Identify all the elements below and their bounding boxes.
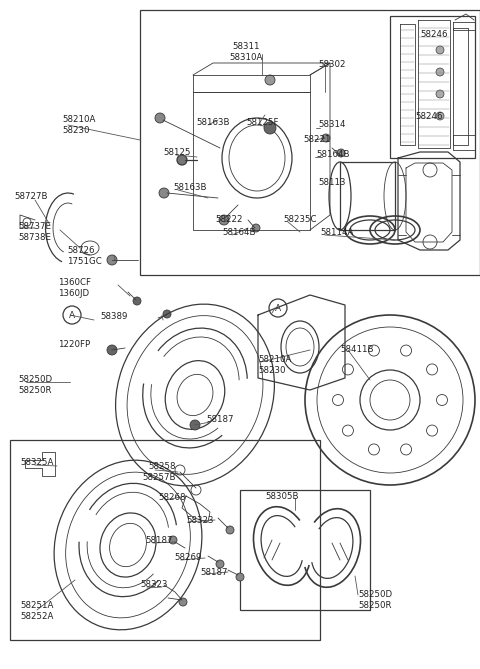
- Bar: [140, 10, 480, 275]
- Circle shape: [216, 560, 224, 568]
- Circle shape: [322, 134, 330, 142]
- Text: 58310A: 58310A: [229, 53, 263, 62]
- Circle shape: [177, 155, 187, 165]
- Circle shape: [179, 598, 187, 606]
- Circle shape: [436, 46, 444, 54]
- Text: 58323: 58323: [140, 580, 168, 589]
- Circle shape: [107, 345, 117, 355]
- Text: 58737E: 58737E: [18, 222, 51, 231]
- Text: 58252A: 58252A: [20, 612, 53, 621]
- Text: A: A: [275, 304, 281, 312]
- Text: 58389: 58389: [100, 312, 127, 321]
- Text: 58250R: 58250R: [358, 601, 392, 610]
- Circle shape: [252, 224, 260, 232]
- Circle shape: [190, 420, 200, 430]
- Text: 58314: 58314: [318, 120, 346, 129]
- Text: 58163B: 58163B: [173, 183, 206, 192]
- Text: 58411B: 58411B: [340, 345, 373, 354]
- Text: 58164B: 58164B: [222, 228, 255, 237]
- Text: 58187: 58187: [206, 415, 233, 424]
- Text: 58311: 58311: [232, 42, 260, 51]
- Circle shape: [236, 573, 244, 581]
- Text: 58163B: 58163B: [196, 118, 229, 127]
- Text: 58726: 58726: [67, 246, 95, 255]
- Text: 58323: 58323: [186, 516, 214, 525]
- Circle shape: [436, 90, 444, 98]
- Text: 58187: 58187: [200, 568, 228, 577]
- Text: 58325A: 58325A: [20, 458, 53, 467]
- Text: 58113: 58113: [318, 178, 346, 187]
- Text: 58235C: 58235C: [283, 215, 316, 224]
- Text: 58250D: 58250D: [18, 375, 52, 384]
- Circle shape: [155, 113, 165, 123]
- Circle shape: [219, 215, 229, 225]
- Circle shape: [337, 149, 345, 157]
- Text: 58268: 58268: [158, 493, 185, 502]
- Circle shape: [159, 188, 169, 198]
- Text: 58125: 58125: [163, 148, 191, 157]
- Text: 58250R: 58250R: [18, 386, 51, 395]
- Text: 58738E: 58738E: [18, 233, 51, 242]
- Text: 58210A: 58210A: [62, 115, 96, 124]
- Bar: [240, 490, 370, 610]
- Text: 1751GC: 1751GC: [67, 257, 102, 266]
- Text: 58125F: 58125F: [246, 118, 278, 127]
- Circle shape: [264, 122, 276, 134]
- Text: 58250D: 58250D: [358, 590, 392, 599]
- Circle shape: [169, 536, 177, 544]
- Bar: [10, 440, 320, 640]
- Bar: [390, 16, 475, 158]
- Text: 58221: 58221: [303, 135, 331, 144]
- Text: 58230: 58230: [62, 126, 89, 135]
- Text: 58269: 58269: [174, 553, 202, 562]
- Circle shape: [226, 526, 234, 534]
- Circle shape: [163, 310, 171, 318]
- Text: 58251A: 58251A: [20, 601, 53, 610]
- Text: 58302: 58302: [318, 60, 346, 69]
- Text: 58246: 58246: [415, 112, 443, 121]
- Circle shape: [107, 255, 117, 265]
- Text: 58114A: 58114A: [320, 228, 353, 237]
- Text: 58187: 58187: [145, 536, 172, 545]
- Text: 1220FP: 1220FP: [58, 340, 90, 349]
- Circle shape: [133, 297, 141, 305]
- Text: 58222: 58222: [215, 215, 242, 224]
- Text: 58164B: 58164B: [316, 150, 349, 159]
- Text: 1360CF: 1360CF: [58, 278, 91, 287]
- Text: 58246: 58246: [420, 30, 447, 39]
- Text: 58305B: 58305B: [265, 492, 299, 501]
- Text: A: A: [69, 310, 75, 320]
- Text: 58257B: 58257B: [142, 473, 176, 482]
- Circle shape: [436, 112, 444, 120]
- Text: 1360JD: 1360JD: [58, 289, 89, 298]
- Text: 58727B: 58727B: [14, 192, 48, 201]
- Text: 58210A: 58210A: [258, 355, 291, 364]
- Text: 58230: 58230: [258, 366, 286, 375]
- Text: 58258: 58258: [148, 462, 176, 471]
- Circle shape: [436, 68, 444, 76]
- Circle shape: [265, 75, 275, 85]
